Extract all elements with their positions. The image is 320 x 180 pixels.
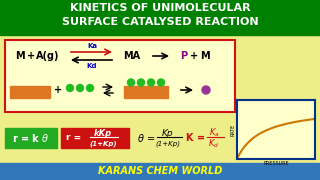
FancyBboxPatch shape (5, 40, 235, 112)
Text: Kd: Kd (87, 63, 97, 69)
Circle shape (202, 86, 210, 94)
Text: $K_a$: $K_a$ (209, 127, 219, 139)
Text: KINETICS OF UNIMOLECULAR: KINETICS OF UNIMOLECULAR (70, 3, 250, 13)
Text: +: + (190, 51, 198, 61)
Text: r =: r = (66, 134, 82, 143)
Text: P: P (180, 51, 188, 61)
Text: SURFACE CATALYSED REACTION: SURFACE CATALYSED REACTION (62, 17, 258, 27)
Circle shape (76, 84, 84, 91)
Circle shape (127, 79, 134, 86)
Text: KARANS CHEM WORLD: KARANS CHEM WORLD (98, 166, 222, 177)
Text: M: M (15, 51, 25, 61)
Text: Kp: Kp (162, 129, 174, 138)
Bar (5, 128, 57, 148)
Bar (124, 86, 168, 98)
Y-axis label: RATE: RATE (230, 123, 236, 136)
Circle shape (148, 79, 155, 86)
Text: (1+Kp): (1+Kp) (156, 141, 180, 147)
Text: r = k $\theta$: r = k $\theta$ (12, 132, 50, 144)
Text: Ka: Ka (87, 43, 97, 49)
Text: M: M (200, 51, 210, 61)
X-axis label: PRESSURE: PRESSURE (263, 161, 289, 166)
Text: $K_d$: $K_d$ (208, 138, 220, 150)
Bar (0, 0, 320, 35)
Circle shape (138, 79, 145, 86)
Bar (0, 163, 320, 180)
Text: (1+Kp): (1+Kp) (89, 141, 117, 147)
Text: +: + (27, 51, 35, 61)
Text: K =: K = (187, 133, 205, 143)
Bar (10, 86, 50, 98)
Text: A(g): A(g) (36, 51, 60, 61)
Text: $\theta$ =: $\theta$ = (137, 132, 155, 144)
Circle shape (67, 84, 74, 91)
Text: +: + (54, 85, 62, 95)
Text: kKp: kKp (94, 129, 112, 138)
Circle shape (157, 79, 164, 86)
Bar (61, 128, 129, 148)
Circle shape (86, 84, 93, 91)
Text: MA: MA (124, 51, 140, 61)
